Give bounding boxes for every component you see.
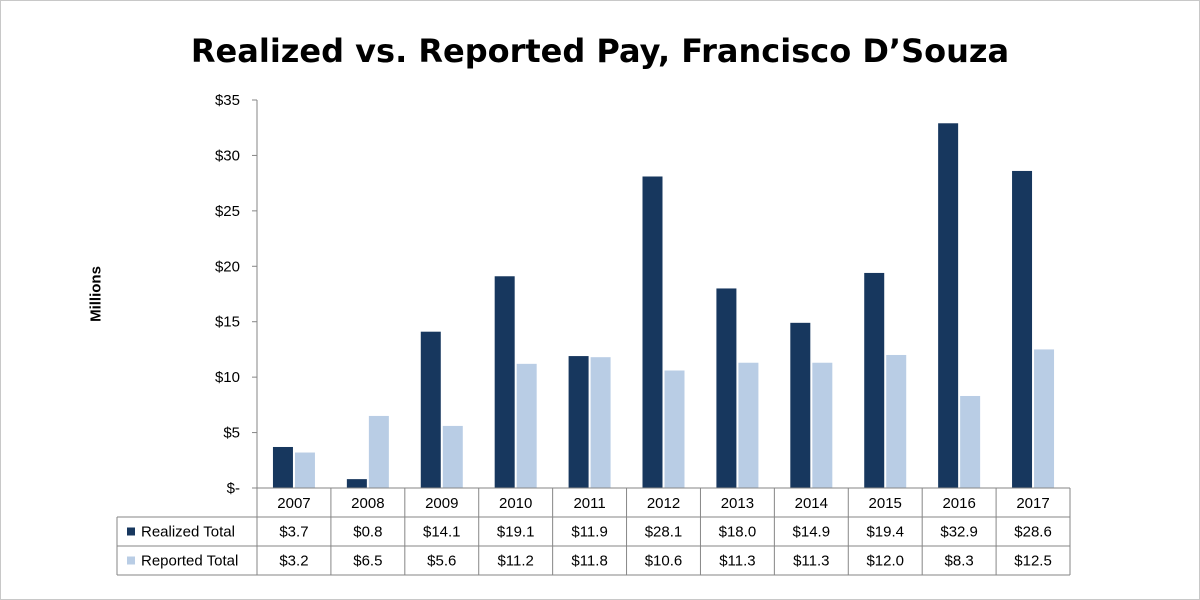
x-tick-label: 2014 [795, 495, 828, 512]
legend-key-realized [127, 527, 135, 536]
bar-reported [886, 354, 907, 488]
x-tick-label: 2007 [277, 495, 310, 512]
bar-realized [1012, 170, 1033, 488]
x-tick-label: 2008 [351, 495, 384, 512]
bar-realized [642, 176, 663, 488]
bar-realized [864, 272, 885, 488]
data-label-reported: $11.3 [719, 553, 755, 570]
y-tick-label: $- [227, 480, 240, 497]
legend-label-reported: Reported Total [141, 553, 238, 570]
data-label-reported: $10.6 [645, 553, 683, 570]
data-label-realized: $32.9 [940, 524, 978, 541]
y-tick-label: $20 [215, 258, 240, 275]
data-label-realized: $11.9 [571, 524, 607, 541]
data-label-reported: $11.8 [571, 553, 607, 570]
bar-realized [790, 322, 811, 488]
data-label-reported: $6.5 [353, 553, 382, 570]
data-label-reported: $11.3 [793, 553, 829, 570]
bar-reported [442, 425, 463, 488]
data-label-reported: $3.2 [279, 553, 308, 570]
legend-label-realized: Realized Total [141, 524, 235, 541]
y-tick-label: $25 [215, 203, 240, 220]
chart-title: Realized vs. Reported Pay, Francisco D’S… [190, 32, 1010, 70]
y-tick-label: $10 [215, 369, 240, 386]
x-tick-label: 2010 [499, 495, 532, 512]
bar-reported [960, 395, 981, 488]
y-tick-label: $35 [215, 92, 240, 109]
y-tick-label: $15 [215, 314, 240, 331]
data-label-reported: $12.5 [1014, 553, 1052, 570]
data-label-realized: $19.1 [497, 524, 535, 541]
data-label-realized: $18.0 [719, 524, 757, 541]
data-label-realized: $0.8 [353, 524, 382, 541]
x-tick-label: 2011 [573, 495, 605, 512]
bar-realized [938, 123, 959, 488]
x-tick-label: 2016 [942, 495, 975, 512]
x-tick-label: 2015 [869, 495, 902, 512]
bar-realized [272, 446, 293, 488]
data-label-realized: $19.4 [866, 524, 904, 541]
bar-realized [420, 331, 441, 488]
bar-reported [738, 362, 759, 488]
data-label-realized: $14.9 [793, 524, 831, 541]
data-label-realized: $28.6 [1014, 524, 1052, 541]
bar-reported [368, 415, 389, 488]
bar-realized [346, 479, 367, 488]
bar-reported [516, 363, 537, 488]
x-tick-label: 2013 [721, 495, 754, 512]
x-tick-label: 2009 [425, 495, 458, 512]
data-label-realized: $14.1 [423, 524, 461, 541]
data-label-reported: $12.0 [866, 553, 904, 570]
data-label-reported: $11.2 [497, 553, 533, 570]
x-tick-label: 2012 [647, 495, 680, 512]
legend-key-reported [127, 556, 135, 565]
bar-realized [716, 288, 737, 488]
bar-reported [1034, 349, 1055, 488]
data-label-realized: $28.1 [645, 524, 683, 541]
bar-realized [494, 276, 515, 488]
y-tick-label: $30 [215, 147, 240, 164]
bar-reported [590, 357, 611, 488]
bar-reported [664, 370, 685, 488]
data-label-realized: $3.7 [279, 524, 308, 541]
data-label-reported: $5.6 [427, 553, 456, 570]
bar-realized [568, 356, 589, 488]
data-label-reported: $8.3 [945, 553, 974, 570]
x-tick-label: 2017 [1016, 495, 1049, 512]
bar-reported [294, 452, 315, 488]
bar-reported [812, 362, 833, 488]
y-tick-label: $5 [223, 425, 240, 442]
